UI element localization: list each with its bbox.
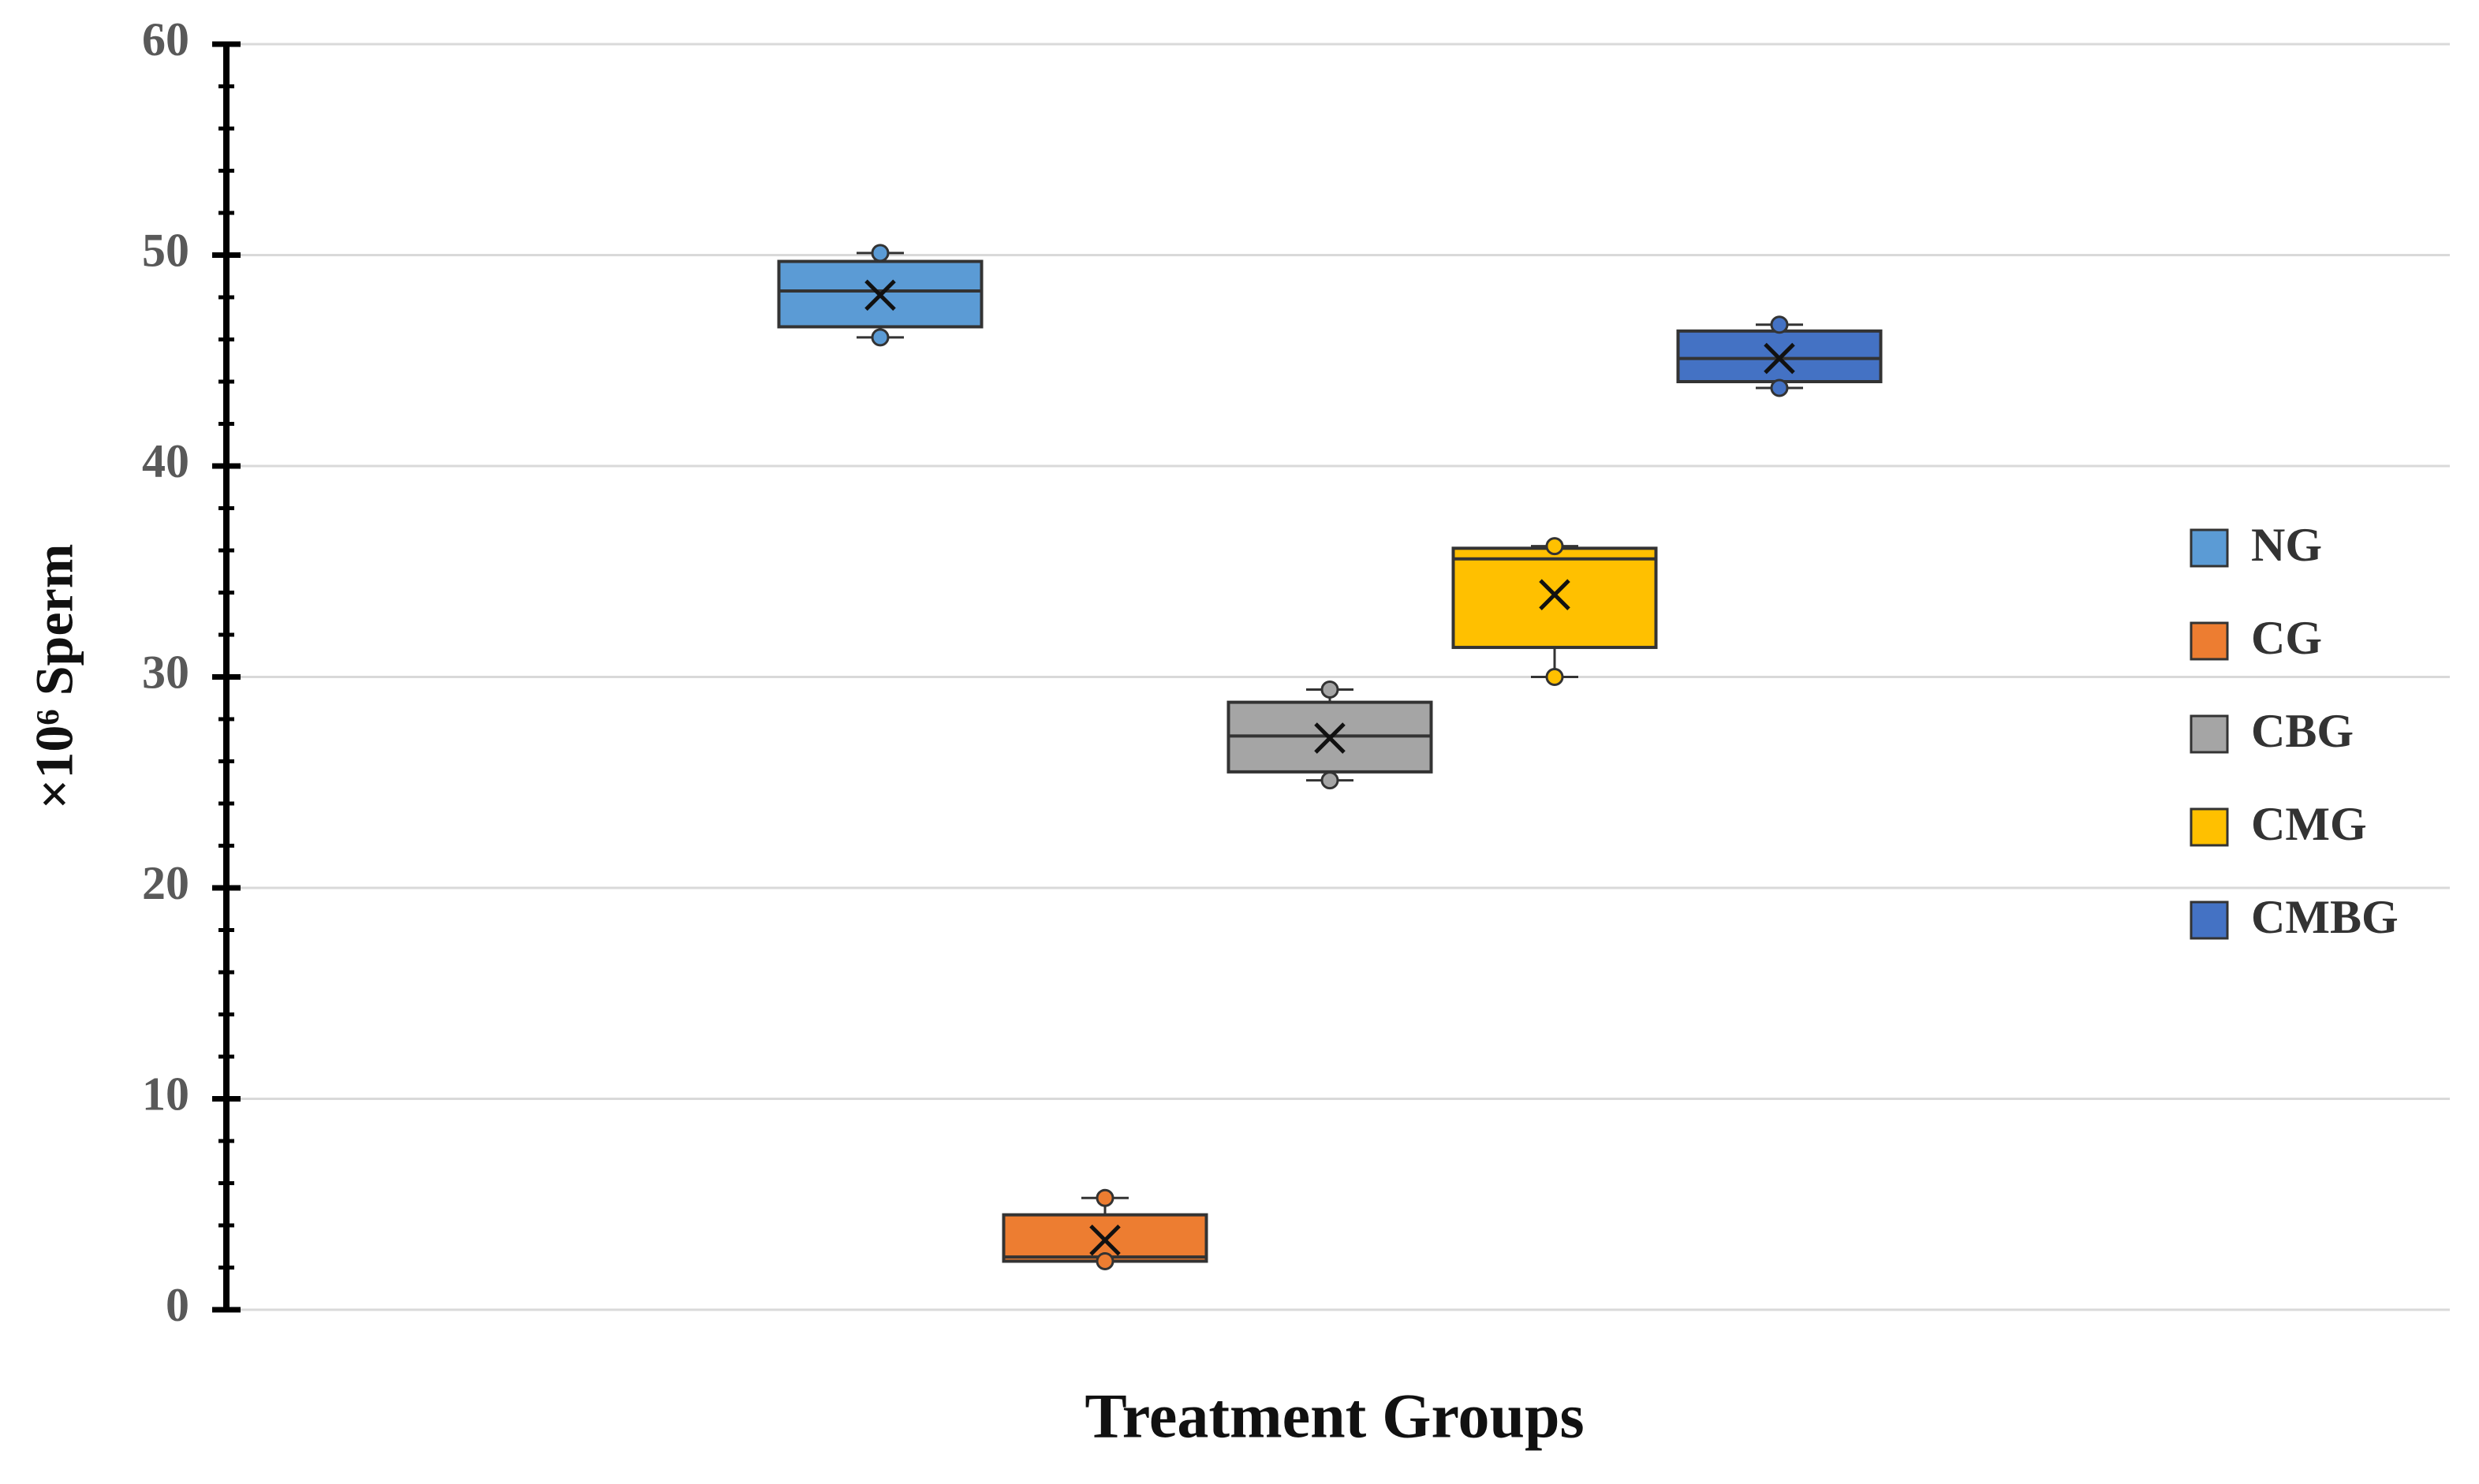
legend-swatch: [2190, 714, 2229, 754]
mean-marker: [864, 279, 896, 311]
y-tick-label: 40: [142, 435, 189, 487]
legend-swatch: [2190, 528, 2229, 568]
point: [1545, 668, 1564, 686]
y-tick-label: 30: [142, 646, 189, 698]
legend-swatch: [2190, 807, 2229, 847]
mean-marker: [1314, 722, 1346, 754]
legend-label: NG: [2251, 519, 2322, 571]
legend-label: CMG: [2251, 798, 2367, 850]
point: [1770, 378, 1789, 397]
y-tick-label: 20: [142, 857, 189, 909]
mean-marker: [1764, 342, 1795, 375]
y-tick-label: 60: [142, 13, 189, 65]
mean-marker: [1089, 1224, 1121, 1256]
box: [1451, 546, 1658, 650]
legend-swatch: [2190, 621, 2229, 661]
point: [1096, 1251, 1114, 1270]
legend-label: CG: [2251, 612, 2322, 664]
y-tick-label: 10: [142, 1068, 189, 1120]
point: [871, 328, 890, 347]
point: [1770, 315, 1789, 334]
legend-label: CBG: [2251, 705, 2354, 757]
point: [1320, 771, 1339, 790]
y-tick-label: 0: [166, 1279, 189, 1331]
point: [871, 244, 890, 263]
x-axis-label: Treatment Groups: [1085, 1381, 1584, 1451]
y-tick-label: 50: [142, 224, 189, 276]
legend-label: CMBG: [2251, 891, 2399, 943]
mean-marker: [1539, 579, 1570, 610]
point: [1096, 1188, 1114, 1207]
y-axis-label: ×10⁶ Sperm: [24, 544, 84, 810]
point: [1545, 537, 1564, 556]
legend-swatch: [2190, 900, 2229, 940]
point: [1320, 680, 1339, 699]
